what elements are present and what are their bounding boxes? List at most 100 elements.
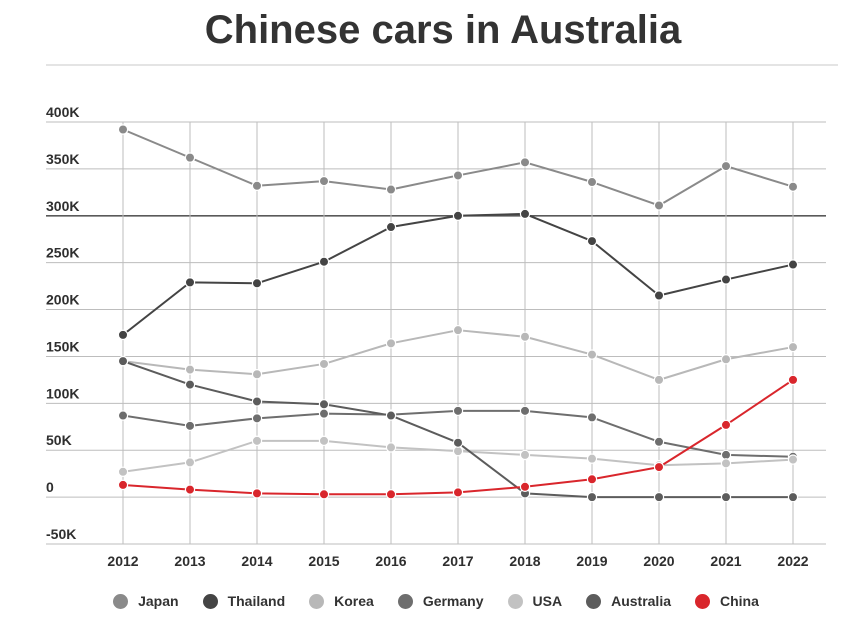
data-point-china (586, 474, 598, 485)
data-point-germany (452, 405, 464, 417)
x-tick-label: 2014 (241, 553, 272, 569)
data-point-thailand (251, 278, 263, 289)
data-point-australia (787, 491, 799, 503)
data-point-korea (318, 358, 330, 370)
data-point-japan (251, 180, 263, 191)
legend-item: China (695, 593, 759, 609)
y-tick-label: 100K (46, 385, 79, 401)
x-tick-label: 2016 (375, 553, 406, 569)
data-point-australia (251, 396, 263, 407)
data-point-australia (586, 491, 598, 503)
data-point-germany (318, 408, 330, 419)
data-point-usa (720, 458, 732, 469)
chart-title: Chinese cars in Australia (204, 8, 682, 52)
data-point-korea (787, 341, 799, 353)
y-tick-label: 400K (46, 104, 79, 120)
data-point-thailand (720, 274, 732, 285)
x-tick-label: 2013 (174, 553, 205, 569)
y-tick-label: 200K (46, 292, 79, 308)
data-point-china (653, 461, 665, 473)
legend-label: Japan (138, 593, 179, 609)
y-tick-label: 350K (46, 151, 79, 167)
data-point-germany (519, 405, 531, 417)
data-point-japan (519, 157, 531, 168)
y-tick-label: -50K (46, 526, 76, 542)
data-point-thailand (117, 329, 129, 341)
data-point-korea (653, 374, 665, 386)
legend-swatch (586, 593, 602, 609)
data-point-australia (720, 491, 732, 503)
y-tick-label: 150K (46, 338, 79, 354)
data-point-japan (117, 124, 129, 135)
data-point-japan (184, 152, 196, 163)
x-tick-label: 2020 (643, 553, 674, 569)
data-point-china (385, 489, 397, 500)
data-point-germany (653, 436, 665, 447)
x-tick-label: 2021 (710, 553, 741, 569)
legend-item: Germany (397, 593, 484, 609)
data-point-thailand (184, 277, 196, 288)
data-point-japan (385, 184, 397, 195)
data-point-thailand (318, 256, 330, 267)
data-point-china (184, 484, 196, 495)
legend-swatch (202, 593, 218, 609)
x-tick-label: 2022 (777, 553, 808, 569)
data-point-china (519, 481, 531, 492)
legend-label: Thailand (227, 593, 286, 609)
legend-swatch (507, 593, 523, 609)
legend-item: Australia (586, 593, 671, 609)
data-point-usa (184, 457, 196, 468)
data-point-korea (519, 331, 531, 342)
y-tick-label: 50K (46, 432, 72, 448)
legend-item: Korea (309, 593, 374, 609)
data-point-thailand (586, 235, 598, 247)
x-tick-label: 2012 (107, 553, 138, 569)
legend-item: USA (507, 593, 562, 609)
series-china (117, 374, 799, 500)
data-point-korea (184, 364, 196, 375)
series-japan (117, 124, 799, 211)
data-point-china (787, 374, 799, 386)
y-tick-label: 250K (46, 245, 79, 261)
data-point-australia (184, 379, 196, 390)
data-point-japan (653, 200, 665, 211)
data-point-korea (385, 338, 397, 349)
data-point-usa (385, 442, 397, 453)
legend-swatch (113, 593, 129, 609)
data-point-japan (318, 175, 330, 187)
data-point-japan (787, 181, 799, 192)
data-point-korea (586, 349, 598, 360)
x-tick-label: 2017 (442, 553, 473, 569)
y-tick-label: 300K (46, 198, 79, 214)
legend-swatch (397, 593, 413, 609)
data-point-usa (787, 454, 799, 465)
legend-item: Thailand (202, 593, 286, 609)
x-tick-label: 2019 (576, 553, 607, 569)
grid (46, 121, 826, 545)
data-point-korea (452, 324, 464, 336)
series-thailand (117, 208, 799, 341)
data-point-japan (452, 170, 464, 181)
x-tick-label: 2015 (308, 553, 339, 569)
legend-label: China (720, 593, 759, 609)
data-point-australia (117, 355, 129, 367)
title-divider (46, 64, 838, 66)
data-point-china (452, 487, 464, 498)
legend-label: Korea (334, 593, 374, 609)
legend-label: Australia (611, 593, 671, 609)
data-point-australia (653, 491, 665, 503)
legend-label: Germany (422, 593, 484, 609)
data-point-germany (184, 420, 196, 432)
data-point-australia (385, 410, 397, 421)
data-point-usa (519, 449, 531, 461)
data-point-korea (251, 369, 263, 380)
data-point-thailand (787, 259, 799, 270)
data-point-korea (720, 354, 732, 365)
data-point-thailand (519, 208, 531, 220)
data-point-australia (318, 399, 330, 410)
data-point-germany (720, 449, 732, 461)
data-point-usa (117, 466, 129, 477)
legend-swatch (309, 593, 325, 609)
data-point-china (720, 419, 732, 431)
data-point-usa (251, 435, 263, 447)
